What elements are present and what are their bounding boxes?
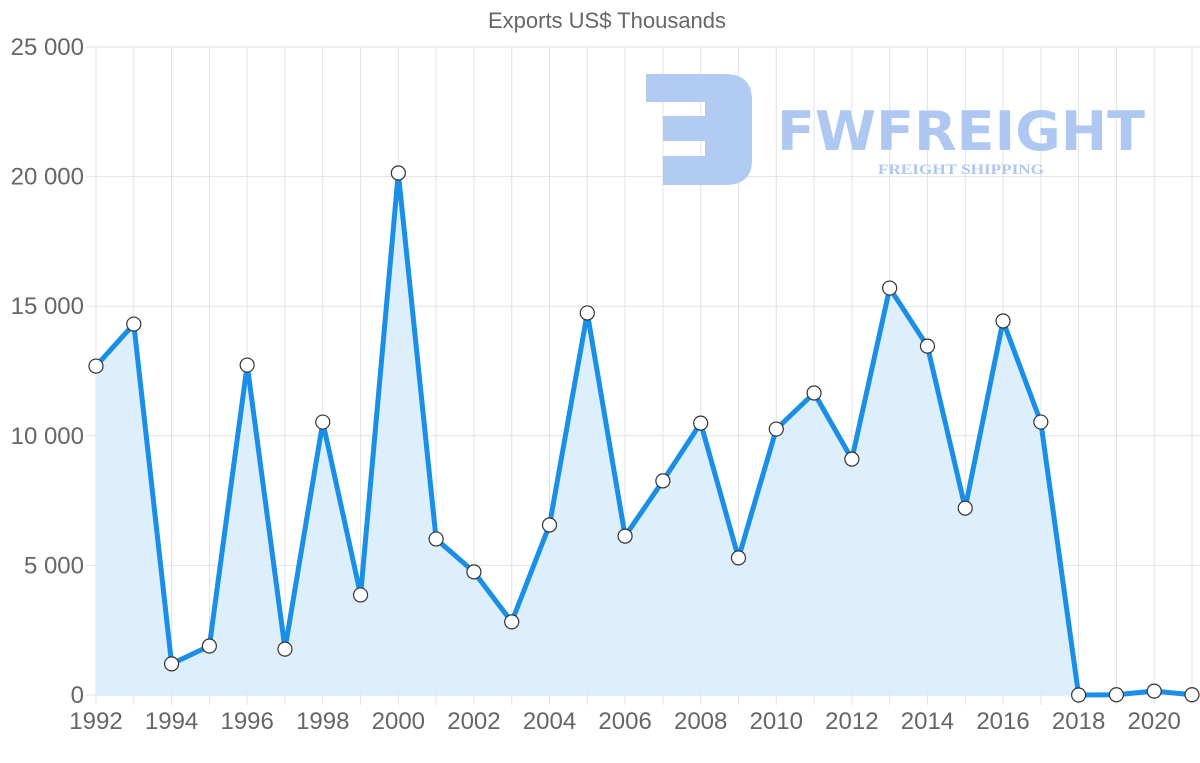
y-tick-label: 20 000 <box>11 164 84 191</box>
x-tick-label: 2002 <box>447 708 500 735</box>
data-point-2010[interactable] <box>768 421 784 437</box>
data-point-1996[interactable] <box>239 357 255 373</box>
data-point-2005[interactable] <box>579 305 595 321</box>
x-tick-label: 1998 <box>296 708 349 735</box>
watermark-brand: FWFREIGHT <box>777 100 1145 163</box>
x-tick-label: 2006 <box>598 708 651 735</box>
x-tick-label: 2014 <box>901 708 954 735</box>
data-point-1994[interactable] <box>163 656 180 672</box>
x-tick-label: 2000 <box>372 708 425 735</box>
x-tick-label: 2008 <box>674 708 727 735</box>
y-tick-label: 0 <box>71 682 84 709</box>
data-point-2016[interactable] <box>995 313 1011 329</box>
x-tick-label: 1992 <box>69 708 122 735</box>
watermark-tagline: FREIGHT SHIPPING <box>878 162 1044 178</box>
data-point-1992[interactable] <box>88 358 104 374</box>
y-tick-label: 15 000 <box>11 293 84 320</box>
x-tick-label: 1996 <box>220 708 273 735</box>
x-tick-label: 1994 <box>145 708 198 735</box>
x-tick-label: 2010 <box>750 708 803 735</box>
data-point-1993[interactable] <box>126 316 142 332</box>
chart-title: Exports US$ Thousands <box>487 8 727 33</box>
data-point-1997[interactable] <box>277 641 293 657</box>
y-axis-ticks: 0 5 000 10 000 15 000 20 000 25 000 <box>11 34 84 709</box>
y-tick-label: 25 000 <box>11 34 84 61</box>
data-point-2007[interactable] <box>655 473 671 489</box>
data-point-2015[interactable] <box>957 500 973 516</box>
data-point-2014[interactable] <box>919 338 936 354</box>
data-point-1998[interactable] <box>315 414 331 430</box>
data-point-2011[interactable] <box>806 385 822 401</box>
y-tick-label: 5 000 <box>24 552 84 579</box>
data-point-2009[interactable] <box>730 550 747 566</box>
data-point-2013[interactable] <box>882 280 898 296</box>
data-point-2003[interactable] <box>504 614 520 630</box>
x-tick-label: 2012 <box>825 708 878 735</box>
x-tick-label: 2016 <box>976 708 1029 735</box>
data-point-2002[interactable] <box>466 564 482 580</box>
x-tick-label: 2018 <box>1052 708 1105 735</box>
data-point-2008[interactable] <box>693 415 709 431</box>
data-point-2006[interactable] <box>617 528 633 544</box>
data-points <box>88 165 1200 703</box>
data-point-2004[interactable] <box>541 517 558 533</box>
data-point-2018[interactable] <box>1071 687 1087 703</box>
data-point-2021[interactable] <box>1184 687 1200 703</box>
y-tick-label: 10 000 <box>11 423 84 450</box>
data-point-1995[interactable] <box>201 638 217 654</box>
x-tick-label: 2020 <box>1128 708 1181 735</box>
fwfreight-watermark: FWFREIGHT FREIGHT SHIPPING <box>646 74 1145 185</box>
data-point-2012[interactable] <box>844 451 860 467</box>
logo-icon <box>646 74 752 185</box>
x-axis-ticks: 1992 1994 1996 1998 2000 2002 2004 2006 2008 2010… <box>69 708 1181 735</box>
data-point-2020[interactable] <box>1146 683 1162 699</box>
data-point-1999[interactable] <box>352 587 369 603</box>
data-point-2001[interactable] <box>428 531 444 547</box>
data-point-2019[interactable] <box>1108 687 1125 703</box>
data-point-2000[interactable] <box>390 165 406 181</box>
data-point-2017[interactable] <box>1033 414 1049 430</box>
data-line <box>94 170 1193 698</box>
area-fill <box>96 173 1192 695</box>
x-tick-label: 2004 <box>523 708 576 735</box>
